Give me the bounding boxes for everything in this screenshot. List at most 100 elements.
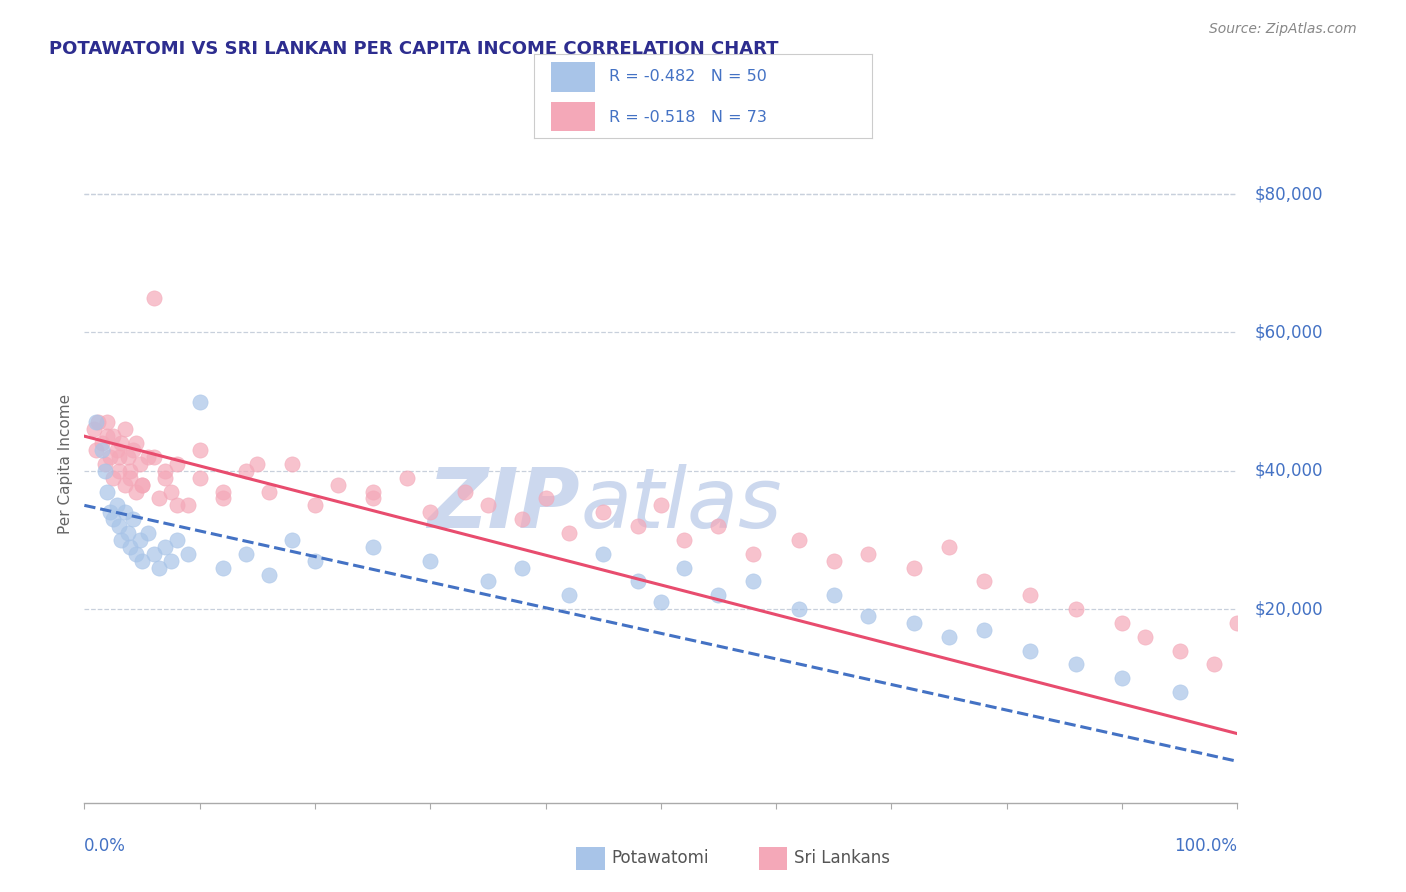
Point — [627, 574, 650, 589]
Point — [166, 457, 188, 471]
Point — [304, 499, 326, 513]
Point — [477, 574, 499, 589]
Point — [128, 533, 150, 547]
Point — [125, 547, 148, 561]
Point — [188, 471, 211, 485]
Text: Source: ZipAtlas.com: Source: ZipAtlas.com — [1209, 22, 1357, 37]
Text: $80,000: $80,000 — [1254, 185, 1323, 203]
Text: POTAWATOMI VS SRI LANKAN PER CAPITA INCOME CORRELATION CHART: POTAWATOMI VS SRI LANKAN PER CAPITA INCO… — [49, 40, 779, 58]
Point — [105, 442, 128, 457]
Point — [94, 464, 117, 478]
Point — [114, 505, 136, 519]
Point — [103, 512, 124, 526]
Point — [1133, 630, 1156, 644]
Point — [592, 505, 614, 519]
Point — [98, 450, 121, 464]
Point — [858, 547, 880, 561]
Point — [153, 464, 176, 478]
Point — [117, 526, 139, 541]
Point — [117, 450, 139, 464]
Point — [84, 415, 107, 429]
Point — [125, 484, 148, 499]
Point — [512, 512, 534, 526]
Text: ZIP: ZIP — [427, 464, 581, 545]
Point — [938, 630, 960, 644]
Point — [858, 609, 880, 624]
Point — [153, 540, 176, 554]
Point — [188, 394, 211, 409]
Point — [557, 526, 579, 541]
Point — [235, 464, 257, 478]
Point — [973, 623, 995, 637]
Point — [148, 560, 170, 574]
Point — [1064, 657, 1087, 672]
Point — [396, 471, 419, 485]
Point — [1226, 615, 1249, 630]
Point — [650, 595, 672, 609]
Point — [108, 464, 131, 478]
Point — [281, 457, 304, 471]
Point — [973, 574, 995, 589]
Point — [103, 471, 124, 485]
Point — [707, 588, 730, 602]
Point — [110, 533, 132, 547]
Point — [125, 436, 148, 450]
Point — [108, 519, 131, 533]
Text: Potawatomi: Potawatomi — [612, 849, 709, 867]
Point — [454, 484, 477, 499]
Point — [136, 450, 159, 464]
Point — [557, 588, 579, 602]
Point — [1018, 588, 1040, 602]
Point — [120, 464, 142, 478]
Point — [96, 429, 118, 443]
Point — [166, 499, 188, 513]
Point — [1111, 671, 1133, 685]
Point — [823, 588, 845, 602]
Point — [142, 547, 165, 561]
Point — [211, 491, 233, 506]
Point — [627, 519, 650, 533]
Point — [90, 442, 112, 457]
Point — [131, 554, 153, 568]
Point — [188, 442, 211, 457]
Point — [707, 519, 730, 533]
Point — [121, 512, 143, 526]
Point — [787, 533, 810, 547]
Point — [120, 540, 142, 554]
Point — [84, 442, 107, 457]
Point — [159, 484, 183, 499]
Point — [159, 554, 183, 568]
Point — [326, 477, 349, 491]
Point — [361, 540, 384, 554]
Point — [938, 540, 960, 554]
Text: 0.0%: 0.0% — [84, 837, 127, 855]
Point — [1204, 657, 1226, 672]
Point — [304, 554, 326, 568]
Point — [1168, 643, 1191, 657]
Point — [136, 526, 159, 541]
Point — [281, 533, 304, 547]
Point — [742, 574, 765, 589]
Point — [419, 505, 441, 519]
Point — [257, 484, 280, 499]
Point — [512, 560, 534, 574]
Point — [477, 499, 499, 513]
Point — [823, 554, 845, 568]
Point — [742, 547, 765, 561]
Point — [96, 415, 118, 429]
Point — [650, 499, 672, 513]
Text: Sri Lankans: Sri Lankans — [794, 849, 890, 867]
Text: $60,000: $60,000 — [1254, 324, 1323, 342]
Point — [105, 499, 128, 513]
Point — [903, 615, 925, 630]
Point — [235, 547, 257, 561]
Point — [361, 491, 384, 506]
Point — [148, 491, 170, 506]
Point — [177, 547, 200, 561]
Point — [361, 484, 384, 499]
Point — [114, 477, 136, 491]
Point — [211, 560, 233, 574]
Point — [1168, 685, 1191, 699]
Text: R = -0.518   N = 73: R = -0.518 N = 73 — [609, 110, 766, 125]
Text: $40,000: $40,000 — [1254, 462, 1323, 480]
